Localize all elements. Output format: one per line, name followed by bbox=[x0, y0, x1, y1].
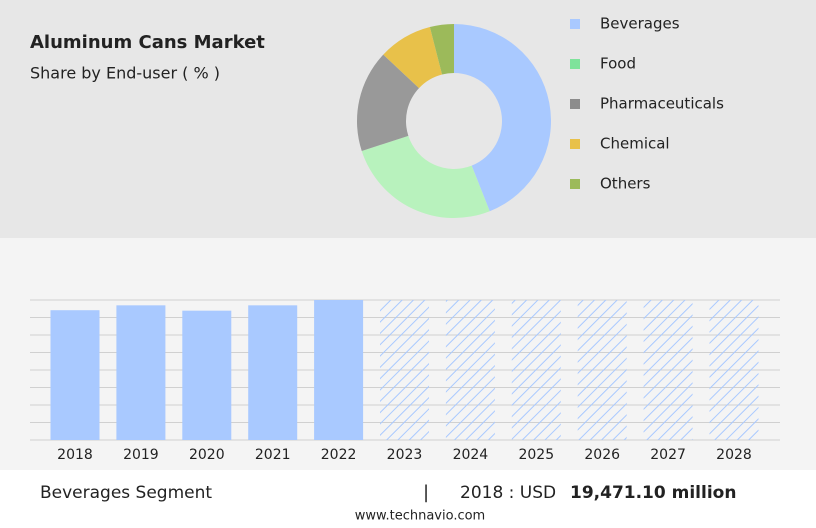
pie-slice bbox=[357, 54, 420, 151]
forecast-placeholder bbox=[643, 300, 693, 440]
pie-slice bbox=[383, 27, 443, 89]
source: www.technavio.com bbox=[355, 509, 485, 524]
segment-label: Beverages Segment bbox=[40, 483, 212, 503]
forecast-placeholder bbox=[709, 300, 759, 440]
chart-title: Aluminum Cans Market bbox=[30, 32, 265, 53]
bar bbox=[116, 305, 166, 440]
legend-label: Pharmaceuticals bbox=[600, 95, 724, 113]
forecast-placeholder bbox=[577, 300, 627, 440]
footer-panel bbox=[0, 470, 816, 528]
x-tick-label: 2026 bbox=[584, 447, 620, 463]
x-tick-label: 2019 bbox=[123, 447, 159, 463]
bar bbox=[182, 310, 232, 440]
x-tick-label: 2022 bbox=[321, 447, 357, 463]
x-tick-label: 2028 bbox=[716, 447, 752, 463]
x-tick-label: 2018 bbox=[57, 447, 93, 463]
pie-slice bbox=[361, 135, 490, 218]
x-tick-label: 2025 bbox=[518, 447, 554, 463]
forecast-placeholder bbox=[511, 300, 561, 440]
legend-marker bbox=[570, 179, 580, 189]
pie-slice bbox=[429, 24, 454, 75]
bar bbox=[314, 300, 364, 440]
legend-marker bbox=[570, 139, 580, 149]
x-tick-label: 2027 bbox=[650, 447, 686, 463]
legend-label: Others bbox=[600, 175, 651, 193]
legend-label: Beverages bbox=[600, 15, 680, 33]
x-tick-label: 2023 bbox=[387, 447, 423, 463]
bar bbox=[248, 305, 298, 440]
year-label: 2018 : USD bbox=[460, 483, 556, 503]
x-tick-label: 2024 bbox=[453, 447, 489, 463]
legend-label: Chemical bbox=[600, 135, 670, 153]
legend-marker bbox=[570, 59, 580, 69]
x-tick-label: 2021 bbox=[255, 447, 291, 463]
segment-value: 19,471.10 million bbox=[570, 483, 736, 503]
legend-marker bbox=[570, 19, 580, 29]
bar bbox=[50, 310, 100, 440]
legend-label: Food bbox=[600, 55, 636, 73]
legend-marker bbox=[570, 99, 580, 109]
forecast-placeholder bbox=[445, 300, 495, 440]
separator: | bbox=[423, 482, 429, 503]
x-tick-label: 2020 bbox=[189, 447, 225, 463]
forecast-placeholder bbox=[380, 300, 429, 440]
chart-subtitle: Share by End-user ( % ) bbox=[30, 64, 220, 83]
pie-slice bbox=[454, 24, 551, 212]
